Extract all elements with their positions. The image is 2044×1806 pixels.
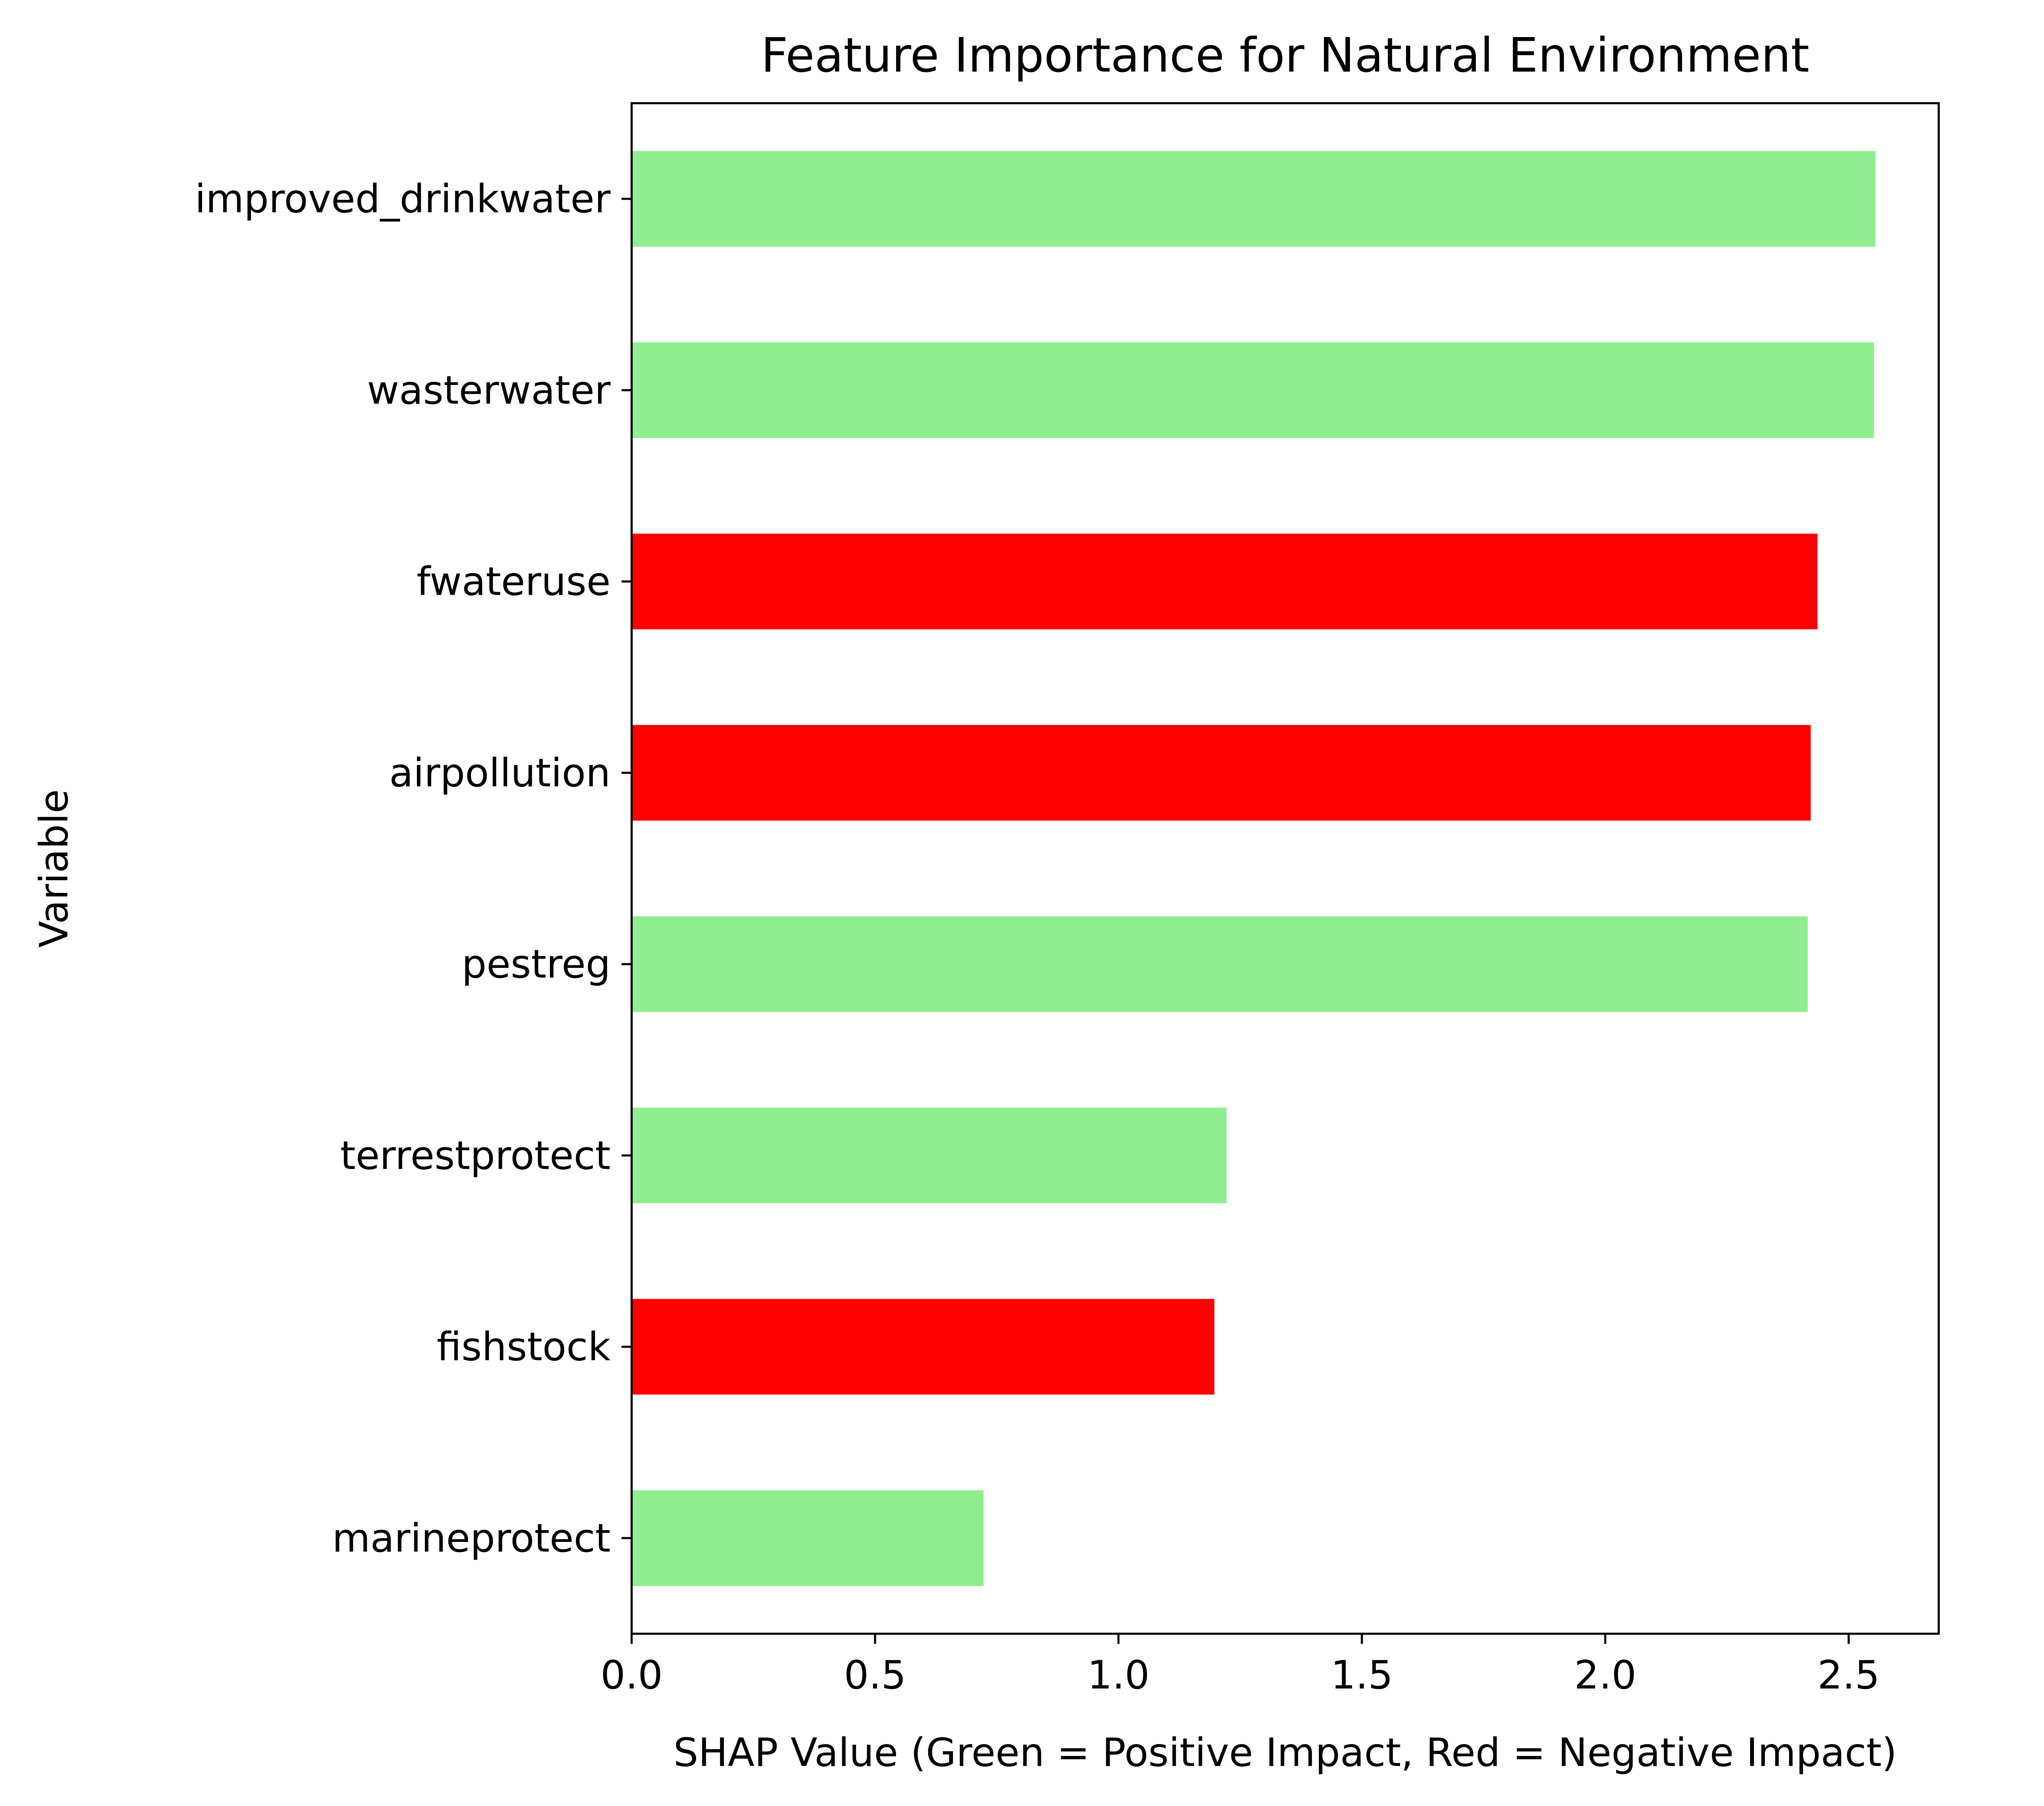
bar-marineprotect [632, 1490, 984, 1586]
x-tick-label: 0.5 [844, 1652, 906, 1698]
y-axis-label: Variable [31, 789, 77, 948]
y-tick-label: pestreg [462, 941, 611, 987]
y-axis-ticks: improved_drinkwater wasterwater fwateruse a… [195, 176, 632, 1561]
bar-wasterwater [632, 342, 1874, 438]
y-tick-label: marineprotect [332, 1515, 611, 1561]
y-tick-label: airpollution [389, 750, 611, 796]
x-tick-label: 1.5 [1331, 1652, 1393, 1698]
x-axis-label: SHAP Value (Green = Positive Impact, Red… [673, 1730, 1897, 1775]
y-tick-label: improved_drinkwater [195, 176, 611, 222]
x-tick-label: 1.0 [1087, 1652, 1150, 1698]
x-tick-label: 2.5 [1817, 1652, 1880, 1698]
bars-group [632, 151, 1876, 1586]
y-tick-label: fwateruse [416, 559, 611, 604]
bar-fishstock [632, 1299, 1214, 1395]
plot-frame [630, 102, 1940, 1635]
bar-improved_drinkwater [632, 151, 1876, 247]
y-tick-label: fishstock [437, 1324, 611, 1370]
bar-airpollution [632, 725, 1811, 821]
bar-pestreg [632, 916, 1808, 1012]
y-tick-label: wasterwater [367, 367, 611, 413]
x-tick-label: 0.0 [600, 1652, 663, 1698]
y-tick-label: terrestprotect [340, 1133, 611, 1178]
bar-terrestprotect [632, 1107, 1227, 1203]
chart-title: Feature Importance for Natural Environme… [761, 28, 1809, 83]
bar-fwateruse [632, 534, 1818, 630]
x-tick-label: 2.0 [1574, 1652, 1636, 1698]
x-axis-ticks: 0.0 0.5 1.0 1.5 2.0 2.5 [600, 1634, 1880, 1698]
